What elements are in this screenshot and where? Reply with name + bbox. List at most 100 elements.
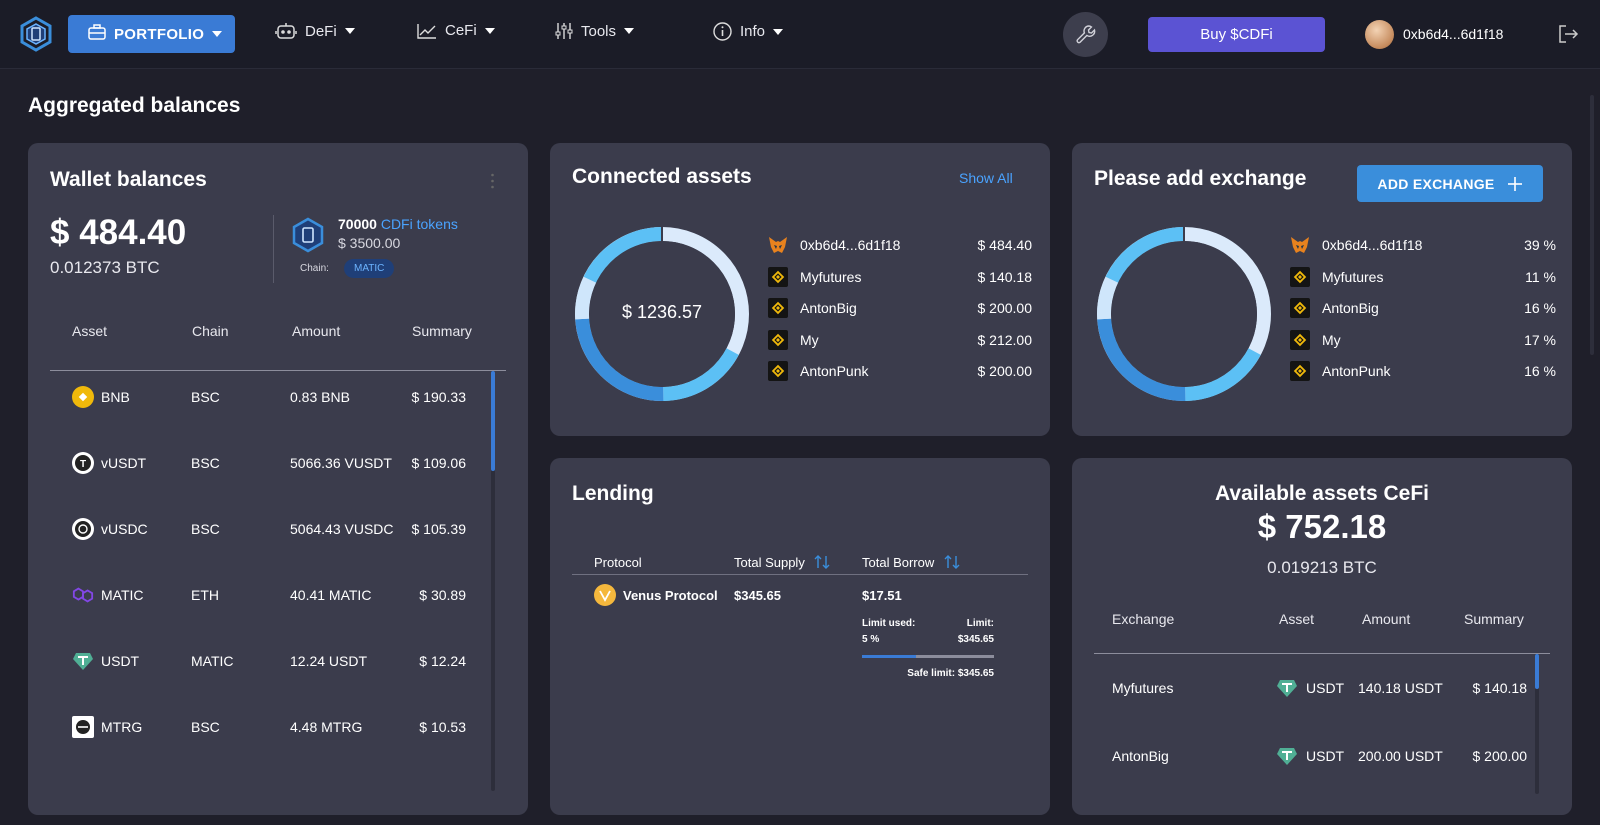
buy-cdfi-button[interactable]: Buy $CDFi bbox=[1148, 17, 1325, 52]
asset-name: USDT bbox=[1306, 680, 1345, 696]
more-vertical-icon[interactable] bbox=[491, 173, 494, 189]
nav-defi[interactable]: DeFi bbox=[275, 22, 355, 40]
cefi-usd-total: $ 752.18 bbox=[1257, 508, 1387, 545]
asset-chain: BSC bbox=[191, 521, 220, 537]
cefi-assets-card: Available assets CeFi $ 752.18 0.019213 … bbox=[1072, 458, 1572, 815]
matic-icon bbox=[72, 584, 94, 606]
cdfi-logo-icon[interactable] bbox=[18, 16, 54, 52]
col-total-borrow-label: Total Borrow bbox=[862, 555, 935, 570]
nav-info[interactable]: Info bbox=[713, 22, 784, 41]
legend-value: $ 212.00 bbox=[977, 331, 1033, 348]
asset-chain: ETH bbox=[191, 587, 219, 603]
scrollbar-track[interactable] bbox=[491, 371, 495, 791]
col-chain[interactable]: Chain bbox=[192, 323, 229, 339]
portfolio-menu-button[interactable]: PORTFOLIO bbox=[68, 15, 235, 53]
scrollbar-thumb[interactable] bbox=[1535, 654, 1539, 689]
donut-segment-antonbig bbox=[1097, 318, 1186, 402]
avatar[interactable] bbox=[1365, 20, 1394, 49]
limit-value: $345.65 bbox=[957, 634, 994, 645]
exchange-name: Myfutures bbox=[1112, 680, 1174, 696]
col-summary[interactable]: Summary bbox=[412, 323, 472, 339]
vusdt-icon: T bbox=[72, 452, 94, 474]
col-amount[interactable]: Amount bbox=[1362, 611, 1411, 627]
limit-label: Limit: bbox=[966, 618, 994, 629]
wallet-card-title: Wallet balances bbox=[50, 168, 207, 191]
cdfi-token-icon bbox=[292, 217, 324, 253]
add-exchange-button[interactable]: ADD EXCHANGE bbox=[1357, 165, 1543, 202]
logout-icon[interactable] bbox=[1557, 23, 1579, 45]
donut-segment-myfutures bbox=[1184, 348, 1261, 401]
cdfi-token-usd: $ 3500.00 bbox=[338, 235, 401, 251]
legend-value: $ 200.00 bbox=[977, 300, 1033, 316]
binance-icon bbox=[768, 329, 788, 350]
vusdc-icon bbox=[72, 518, 94, 540]
legend-name: AntonPunk bbox=[1322, 363, 1391, 379]
sort-icon[interactable] bbox=[944, 555, 960, 569]
col-amount[interactable]: Amount bbox=[292, 323, 341, 339]
chevron-down-icon bbox=[624, 28, 635, 34]
binance-icon bbox=[768, 361, 788, 381]
asset-name: BNB bbox=[101, 389, 130, 405]
wallet-address[interactable]: 0xb6d4...6d1f18 bbox=[1403, 26, 1504, 42]
col-asset[interactable]: Asset bbox=[1279, 611, 1315, 627]
asset-summary: $ 140.18 bbox=[1472, 680, 1528, 696]
header-divider bbox=[572, 574, 1028, 575]
chart-line-icon bbox=[417, 23, 437, 39]
scrollbar-track[interactable] bbox=[1535, 654, 1539, 794]
connected-assets-card: Connected assets Show All $ 1236.57 0xb6… bbox=[550, 143, 1050, 436]
col-summary[interactable]: Summary bbox=[1464, 611, 1524, 627]
sliders-icon bbox=[555, 22, 573, 40]
chain-label: Chain: bbox=[300, 263, 329, 274]
donut-segment-my bbox=[575, 276, 597, 320]
add-exchange-label: ADD EXCHANGE bbox=[1377, 175, 1495, 192]
chain-badge[interactable]: MATIC bbox=[344, 259, 395, 278]
plus-icon bbox=[1507, 176, 1522, 191]
asset-name: vUSDT bbox=[101, 455, 147, 471]
connected-donut-chart bbox=[575, 227, 749, 402]
limit-progress-bar bbox=[862, 655, 994, 658]
asset-amount: 0.83 BNB bbox=[290, 389, 350, 405]
metamask-icon bbox=[768, 235, 788, 255]
asset-chain: MATIC bbox=[191, 653, 234, 669]
scrollbar-thumb[interactable] bbox=[491, 371, 495, 471]
nav-defi-label: DeFi bbox=[305, 22, 337, 40]
donut-segment-antonpunk bbox=[583, 227, 663, 283]
mtrg-icon bbox=[72, 716, 94, 738]
header-divider bbox=[50, 370, 506, 371]
col-asset[interactable]: Asset bbox=[72, 323, 108, 339]
robot-icon bbox=[275, 22, 297, 40]
col-total-borrow[interactable]: Total Borrow bbox=[862, 555, 960, 570]
chevron-down-icon bbox=[484, 27, 495, 34]
divider bbox=[273, 215, 274, 283]
asset-amount: 5064.43 VUSDC bbox=[290, 521, 394, 537]
cdfi-tokens-link[interactable]: CDFi tokens bbox=[380, 216, 458, 232]
asset-summary: $ 30.89 bbox=[419, 587, 466, 603]
asset-chain: BSC bbox=[191, 719, 220, 735]
legend-value: 17 % bbox=[1524, 331, 1556, 348]
safe-limit: Safe limit: $345.65 bbox=[907, 668, 994, 679]
binance-icon bbox=[1290, 329, 1310, 350]
nav-cefi-label: CeFi bbox=[445, 22, 477, 39]
col-protocol[interactable]: Protocol bbox=[594, 555, 642, 570]
wrench-button[interactable] bbox=[1063, 12, 1108, 57]
col-exchange[interactable]: Exchange bbox=[1112, 611, 1175, 627]
bnb-icon bbox=[72, 386, 94, 408]
nav-tools[interactable]: Tools bbox=[555, 22, 635, 40]
exchange-donut-chart bbox=[1097, 227, 1271, 402]
header-divider bbox=[1094, 653, 1550, 654]
sort-icon[interactable] bbox=[814, 555, 830, 569]
nav-cefi[interactable]: CeFi bbox=[417, 22, 495, 39]
binance-icon bbox=[768, 298, 788, 318]
donut-segment-antonpunk bbox=[1105, 227, 1185, 283]
show-all-link[interactable]: Show All bbox=[959, 170, 1013, 186]
legend-name: AntonBig bbox=[800, 300, 857, 316]
portfolio-label: PORTFOLIO bbox=[114, 25, 205, 43]
col-total-supply[interactable]: Total Supply bbox=[734, 555, 830, 570]
donut-segment-antonbig bbox=[575, 318, 664, 402]
legend-name: Myfutures bbox=[1322, 268, 1384, 285]
page-scrollbar[interactable] bbox=[1590, 95, 1594, 355]
protocol-name: Venus Protocol bbox=[623, 588, 718, 603]
top-nav: PORTFOLIO DeFi CeFi Tools Info Buy $CDFi bbox=[0, 0, 1600, 69]
col-total-supply-label: Total Supply bbox=[734, 555, 805, 570]
nav-info-label: Info bbox=[740, 23, 766, 40]
